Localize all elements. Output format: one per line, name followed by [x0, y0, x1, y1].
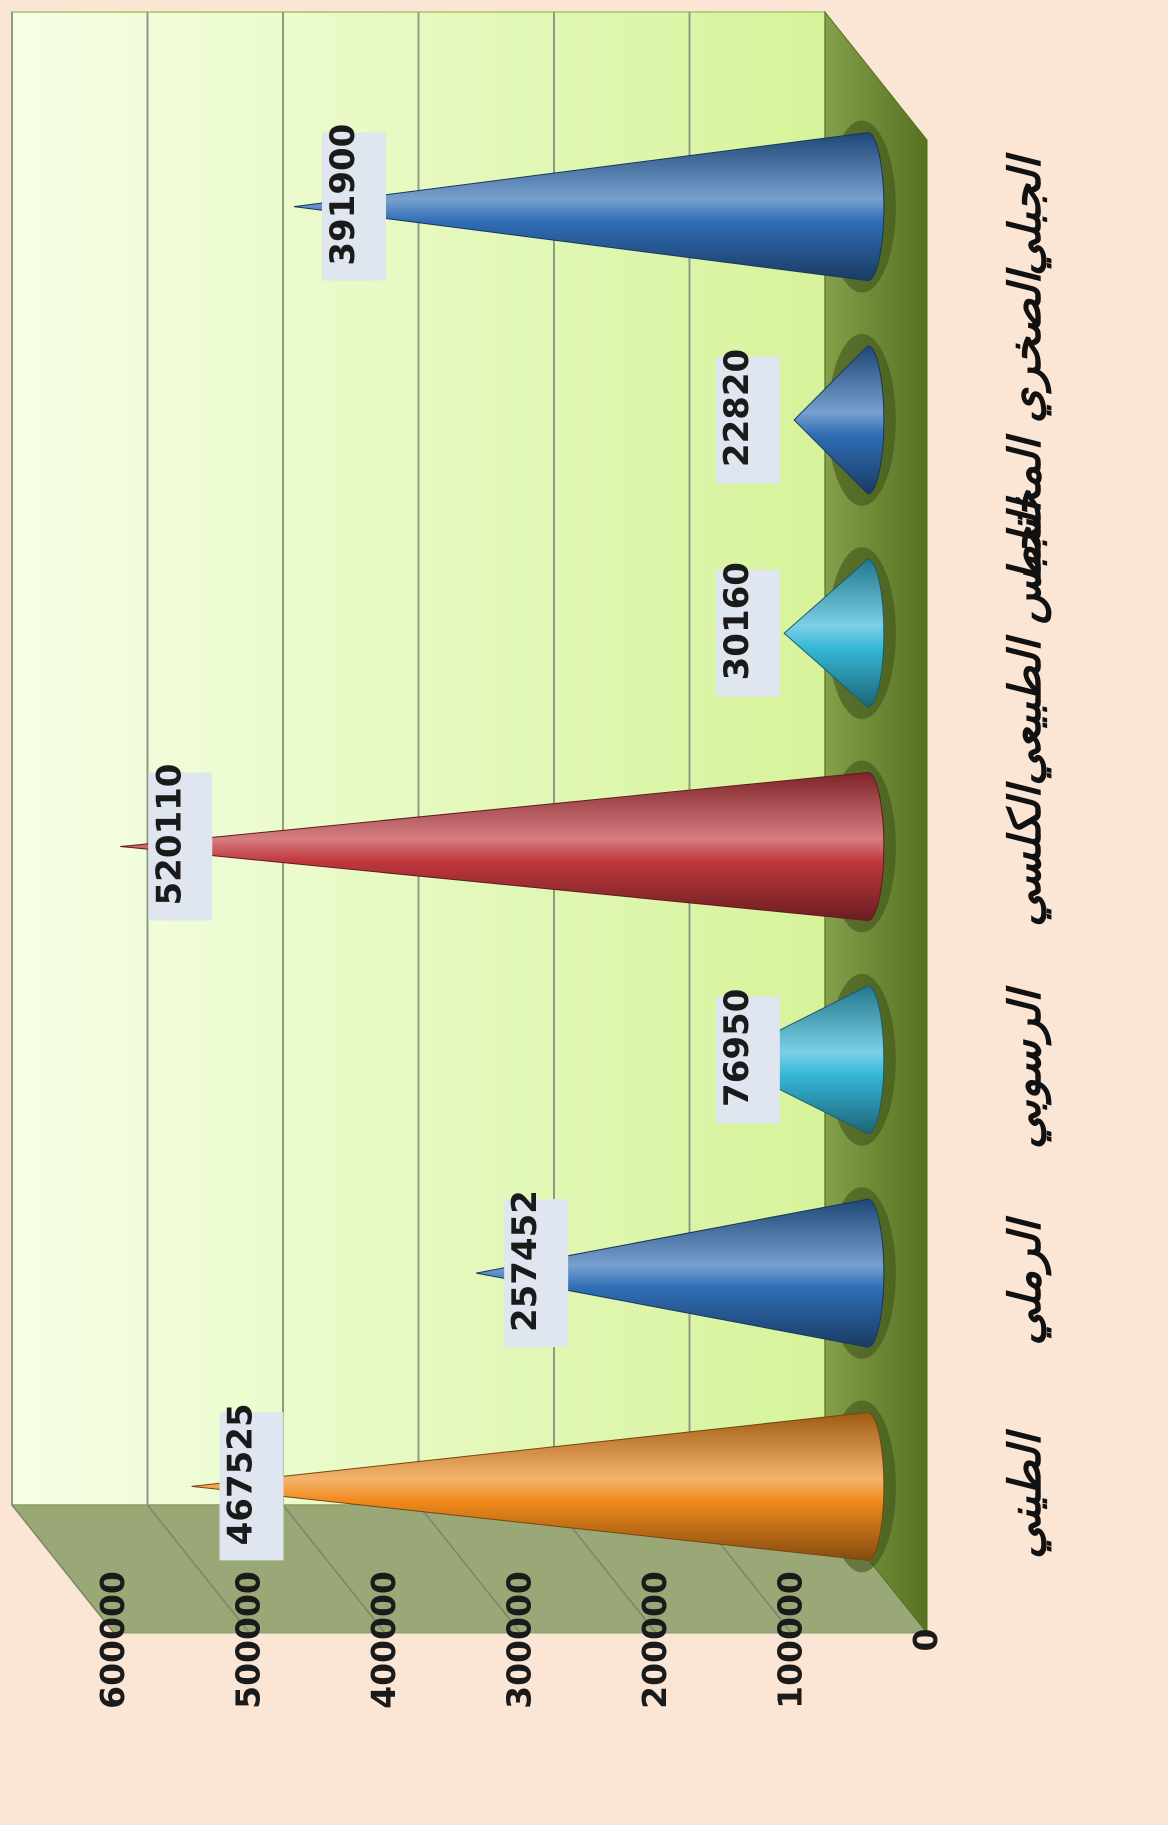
data-label-box: [321, 132, 386, 281]
data-label-box: [715, 569, 780, 697]
cone-bar: [476, 1198, 885, 1348]
cone-bar: [293, 132, 885, 282]
cone-bar: [120, 771, 885, 922]
cone-bar: [783, 558, 885, 708]
data-label: 22820: [717, 349, 757, 467]
data-label: 76950: [717, 989, 757, 1107]
data-label-box: [715, 996, 780, 1124]
data-label: 391900: [323, 124, 363, 266]
y-tick-label: 300000: [500, 1571, 539, 1709]
data-label: 520110: [149, 764, 189, 906]
category-label: الرملي: [1000, 1215, 1052, 1345]
data-label-box: [219, 1412, 284, 1561]
gridline-depth: [417, 1504, 522, 1634]
y-tick-label: 600000: [93, 1571, 132, 1709]
data-label-box: [148, 772, 213, 921]
cone-bar: [793, 345, 885, 495]
data-label: 467525: [221, 1403, 261, 1545]
y-tick-label: 400000: [364, 1571, 403, 1709]
y-tick-label: 0: [906, 1629, 945, 1652]
data-label: 257452: [505, 1190, 545, 1332]
category-label: الجبلي: [1000, 152, 1052, 276]
data-label-box: [715, 356, 780, 484]
data-label-box: [504, 1199, 569, 1348]
gridline-depth: [146, 1504, 251, 1634]
cone-bar: [191, 1411, 885, 1561]
category-label: الطيني: [1000, 1428, 1052, 1559]
category-label: الصخري المختلط: [1000, 267, 1052, 588]
category-label: الجبس الطبيعي: [1000, 495, 1052, 786]
y-tick-label: 500000: [229, 1571, 268, 1709]
y-tick-label: 100000: [771, 1571, 810, 1709]
data-label: 30160: [717, 562, 757, 680]
y-tick-label: 200000: [635, 1571, 674, 1709]
cone-bar: [719, 985, 885, 1135]
category-label: الكلسي: [1000, 781, 1052, 927]
gridline-depth: [282, 1504, 386, 1634]
gridline-depth: [11, 1504, 115, 1634]
category-label: الرسوبي: [1000, 985, 1052, 1149]
